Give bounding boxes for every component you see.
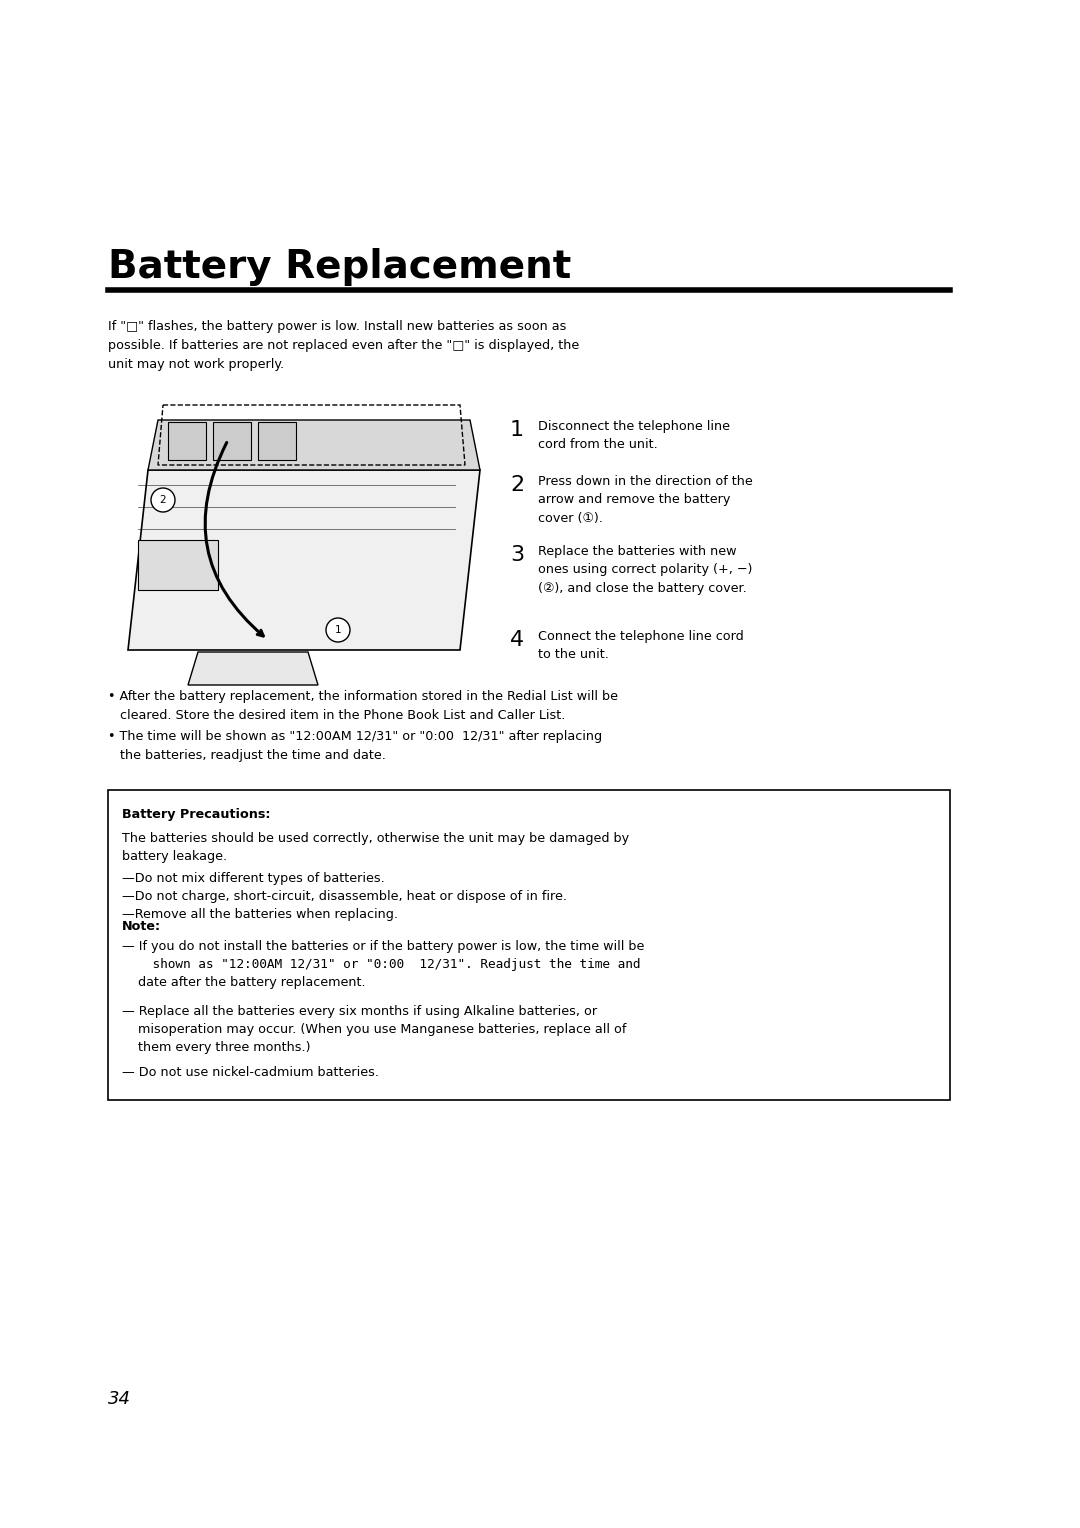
Text: 1: 1 <box>510 420 524 440</box>
Text: 34: 34 <box>108 1390 131 1407</box>
Bar <box>108 790 950 1100</box>
Text: date after the battery replacement.: date after the battery replacement. <box>122 976 366 989</box>
Text: 2: 2 <box>510 475 524 495</box>
Text: battery leakage.: battery leakage. <box>122 850 227 863</box>
Text: The batteries should be used correctly, otherwise the unit may be damaged by: The batteries should be used correctly, … <box>122 833 630 845</box>
Text: cleared. Store the desired item in the Phone Book List and Caller List.: cleared. Store the desired item in the P… <box>120 709 565 723</box>
Text: Connect the telephone line cord
to the unit.: Connect the telephone line cord to the u… <box>538 630 744 662</box>
Bar <box>213 422 251 460</box>
Text: Note:: Note: <box>122 920 161 934</box>
Polygon shape <box>188 652 318 685</box>
Text: • The time will be shown as "12:00AM 12/31" or "0:00  12/31" after replacing: • The time will be shown as "12:00AM 12/… <box>108 730 603 743</box>
Text: —Remove all the batteries when replacing.: —Remove all the batteries when replacing… <box>122 908 399 921</box>
Text: —Do not mix different types of batteries.: —Do not mix different types of batteries… <box>122 872 384 885</box>
Text: misoperation may occur. (When you use Manganese batteries, replace all of: misoperation may occur. (When you use Ma… <box>122 1024 626 1036</box>
Bar <box>168 422 206 460</box>
Text: Press down in the direction of the
arrow and remove the battery
cover (①).: Press down in the direction of the arrow… <box>538 475 753 526</box>
Text: possible. If batteries are not replaced even after the "□" is displayed, the: possible. If batteries are not replaced … <box>108 339 579 351</box>
Text: — If you do not install the batteries or if the battery power is low, the time w: — If you do not install the batteries or… <box>122 940 645 953</box>
Text: Battery Precautions:: Battery Precautions: <box>122 808 270 821</box>
Text: —Do not charge, short-circuit, disassemble, heat or dispose of in fire.: —Do not charge, short-circuit, disassemb… <box>122 889 567 903</box>
Polygon shape <box>129 471 480 649</box>
Text: them every three months.): them every three months.) <box>122 1041 311 1054</box>
Circle shape <box>326 617 350 642</box>
Text: • After the battery replacement, the information stored in the Redial List will : • After the battery replacement, the inf… <box>108 691 618 703</box>
Text: unit may not work properly.: unit may not work properly. <box>108 358 284 371</box>
Text: 4: 4 <box>510 630 524 649</box>
Text: 2: 2 <box>160 495 166 504</box>
Text: 1: 1 <box>335 625 341 636</box>
Bar <box>258 422 296 460</box>
Text: — Replace all the batteries every six months if using Alkaline batteries, or: — Replace all the batteries every six mo… <box>122 1005 597 1018</box>
Text: shown as "12:00AM 12/31" or "0:00  12/31". Readjust the time and: shown as "12:00AM 12/31" or "0:00 12/31"… <box>122 958 640 970</box>
Circle shape <box>151 487 175 512</box>
Text: 3: 3 <box>510 545 524 565</box>
Text: If "□" flashes, the battery power is low. Install new batteries as soon as: If "□" flashes, the battery power is low… <box>108 319 566 333</box>
Text: Replace the batteries with new
ones using correct polarity (+, −)
(②), and close: Replace the batteries with new ones usin… <box>538 545 753 594</box>
Text: the batteries, readjust the time and date.: the batteries, readjust the time and dat… <box>120 749 386 762</box>
Text: Battery Replacement: Battery Replacement <box>108 248 571 286</box>
Bar <box>138 539 218 590</box>
Text: — Do not use nickel-cadmium batteries.: — Do not use nickel-cadmium batteries. <box>122 1067 379 1079</box>
Text: Disconnect the telephone line
cord from the unit.: Disconnect the telephone line cord from … <box>538 420 730 451</box>
Polygon shape <box>148 420 480 471</box>
